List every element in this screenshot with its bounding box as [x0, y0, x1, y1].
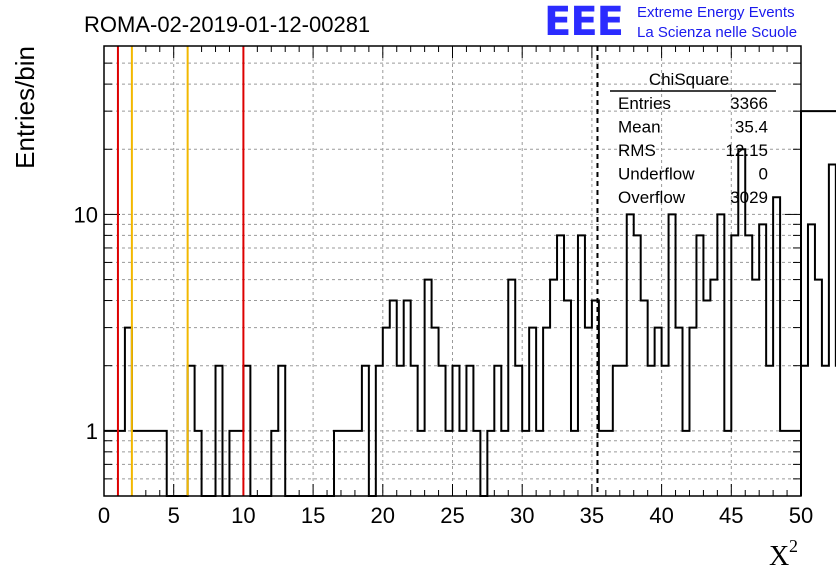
x-tick-label: 20 [371, 503, 395, 528]
logo-subtitle-2: La Scienza nelle Scuole [637, 24, 798, 41]
x-tick-label: 45 [719, 503, 743, 528]
eee-logo: EEE [544, 0, 624, 45]
x-axis-label-superscript: 2 [789, 536, 798, 556]
stats-label: Entries [618, 94, 671, 113]
stats-label: Mean [618, 118, 661, 137]
stats-value: 3366 [730, 94, 768, 113]
y-axis-label: Entries/bin [10, 46, 40, 169]
x-tick-label: 50 [789, 503, 813, 528]
stats-value: 35.4 [735, 118, 768, 137]
x-tick-label: 35 [580, 503, 604, 528]
chart-title: ROMA-02-2019-01-12-00281 [84, 12, 371, 37]
stats-label: Underflow [618, 165, 695, 184]
x-tick-label: 5 [168, 503, 180, 528]
stats-label: RMS [618, 141, 656, 160]
stats-box: ChiSquare Entries 3366 Mean 35.4 RMS 12.15 Unde… [610, 70, 776, 207]
x-tick-label: 10 [231, 503, 255, 528]
stats-title: ChiSquare [649, 70, 729, 89]
plot-frame [103, 45, 802, 497]
y-tick-label: 10 [74, 202, 98, 227]
stats-label: Overflow [618, 188, 686, 207]
stats-value: 12.15 [725, 141, 768, 160]
x-axis-label: X [769, 541, 789, 572]
x-tick-label: 30 [510, 503, 534, 528]
x-tick-label: 25 [440, 503, 464, 528]
stats-value: 3029 [730, 188, 768, 207]
logo-subtitle-1: Extreme Energy Events [637, 4, 795, 21]
x-tick-label: 15 [301, 503, 325, 528]
y-tick-label: 1 [86, 419, 98, 444]
stats-value: 0 [759, 165, 768, 184]
x-tick-label: 0 [98, 503, 110, 528]
histogram-series [104, 110, 836, 497]
x-tick-label: 40 [649, 503, 673, 528]
